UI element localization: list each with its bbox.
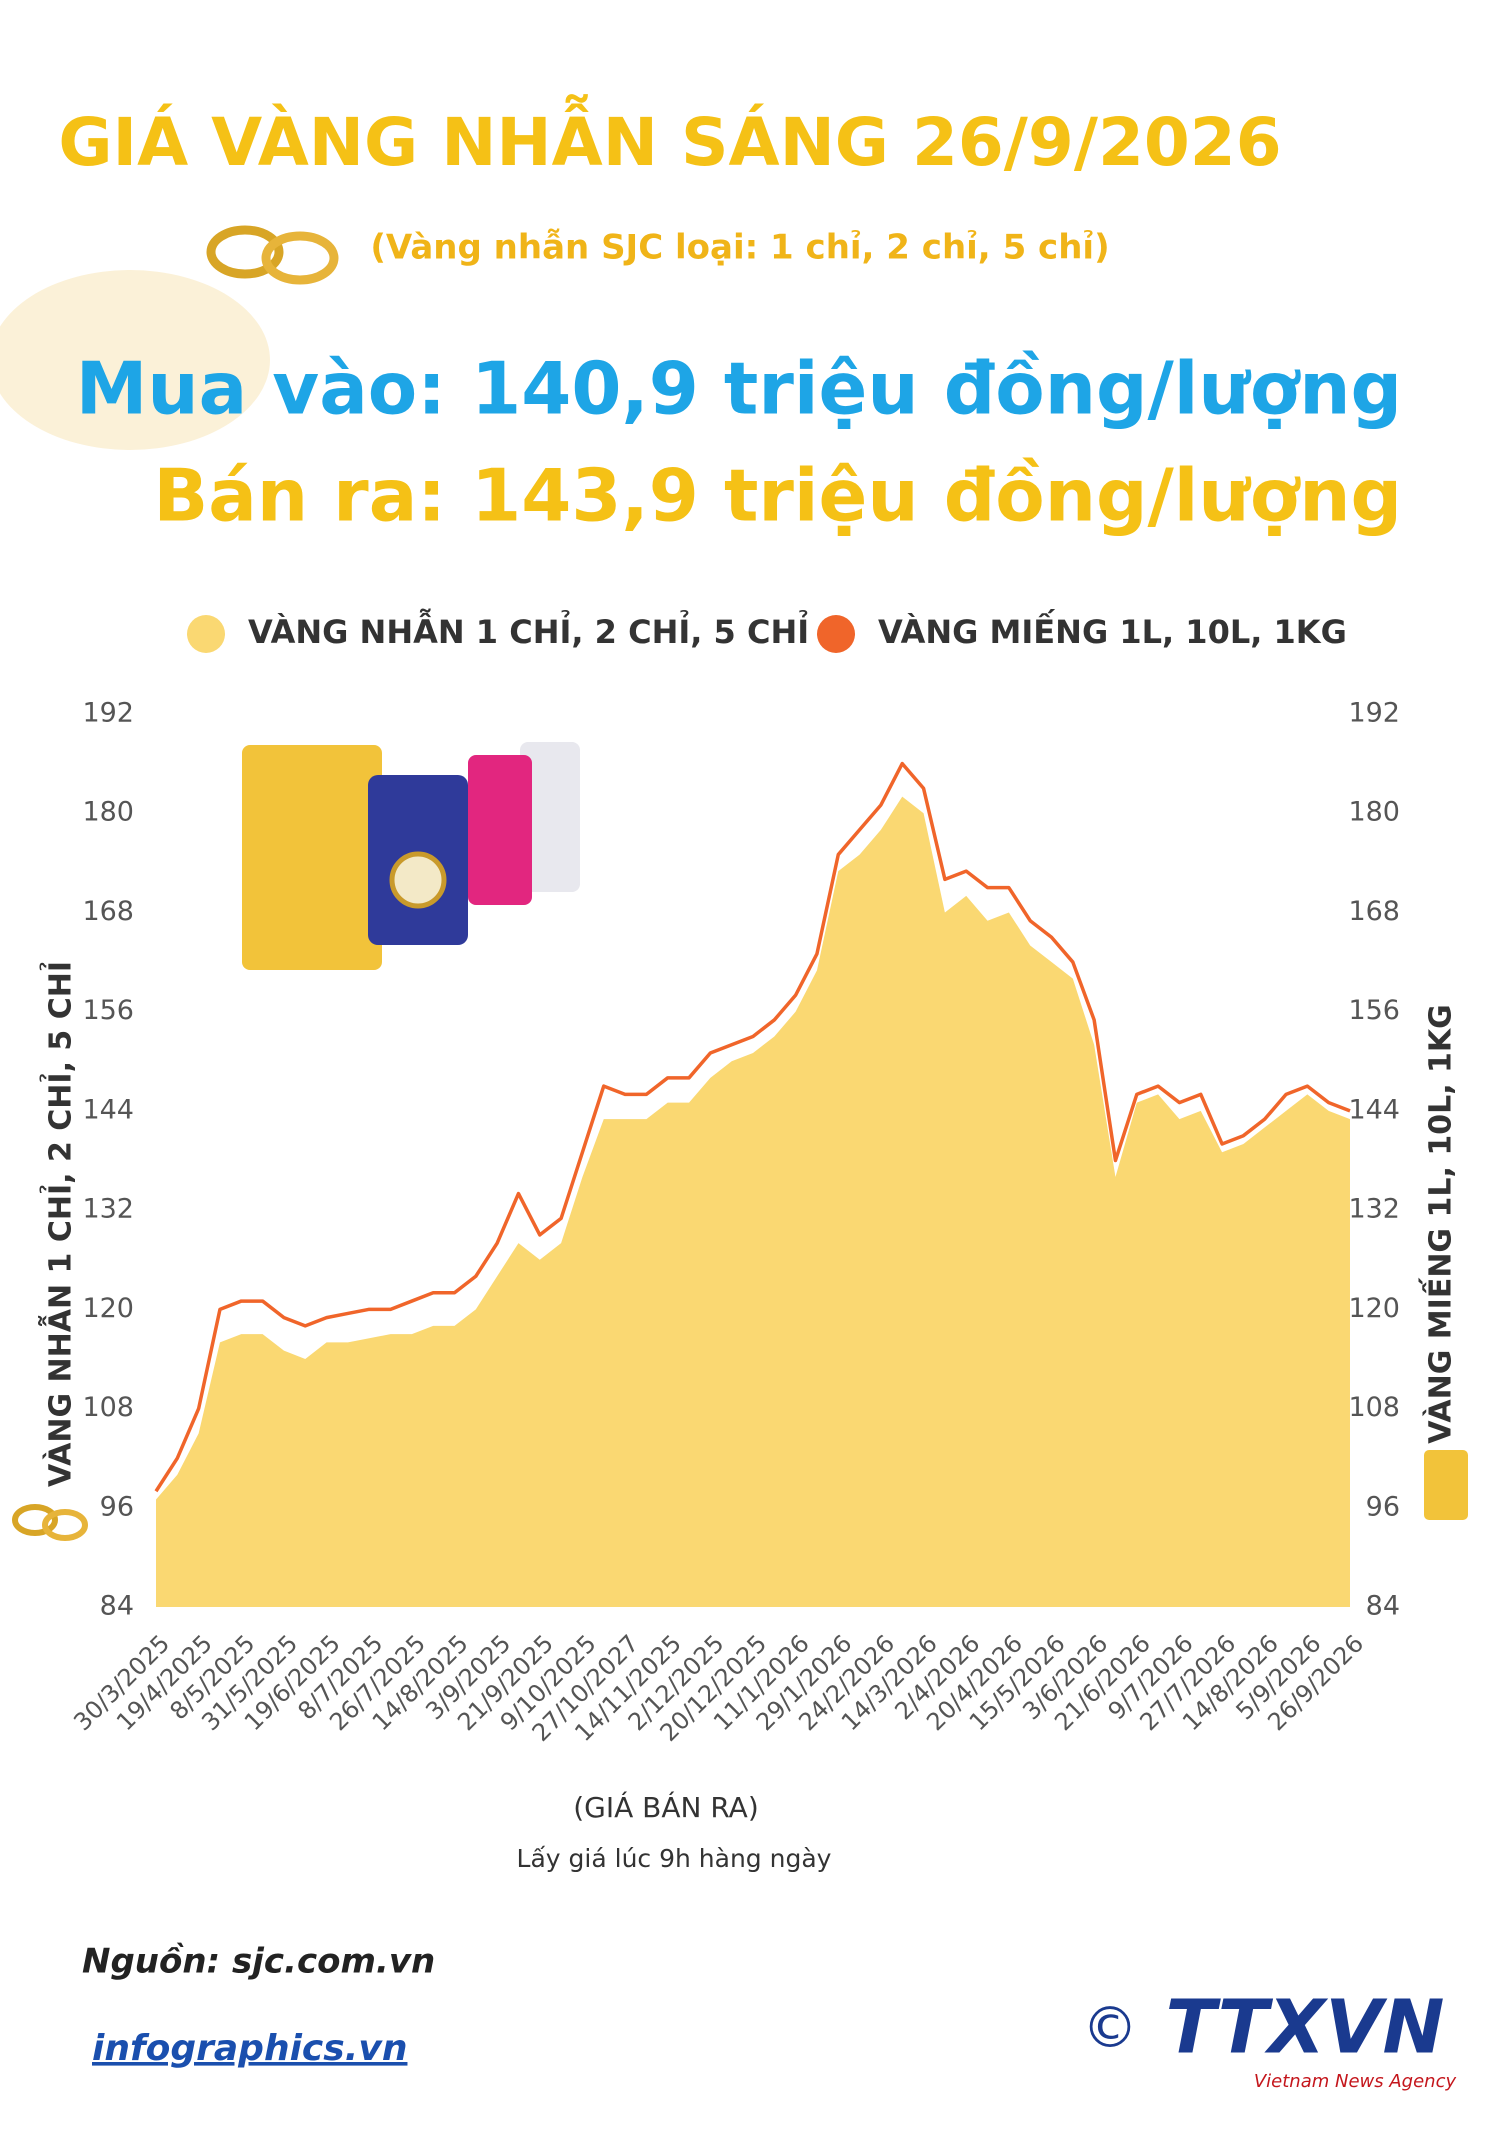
y-tick-label: 192: [82, 698, 134, 729]
x-axis-label: (GIÁ BÁN RA): [573, 1790, 759, 1824]
legend-marker: [187, 615, 225, 653]
y2-tick-label: 132: [1348, 1194, 1400, 1225]
ring-icon: [12, 1504, 88, 1541]
y2-tick-label: 120: [1348, 1293, 1400, 1324]
note: Lấy giá lúc 9h hàng ngày: [517, 1844, 832, 1873]
agency: Vietnam News Agency: [1254, 2071, 1457, 2092]
y-tick-label: 108: [82, 1392, 134, 1423]
y-tick-label: 180: [82, 797, 134, 828]
title: GIÁ VÀNG NHẪN SÁNG 26/9/2026: [58, 94, 1281, 181]
y2-tick-label: 168: [1348, 896, 1400, 927]
ring-icon: [206, 225, 339, 285]
sell-price: Bán ra: 143,9 triệu đồng/lượng: [153, 454, 1402, 538]
source: Nguồn: sjc.com.vn: [82, 1942, 435, 1982]
y-tick-label: 120: [82, 1293, 134, 1324]
gold-bars: [242, 742, 580, 970]
y-tick-label: 96: [100, 1491, 134, 1522]
y2-tick-label: 156: [1348, 995, 1400, 1026]
y2-tick-label: 180: [1348, 797, 1400, 828]
copyright: ©: [1082, 1996, 1138, 2061]
y2-tick-label: 96: [1366, 1491, 1400, 1522]
y-tick-label: 84: [100, 1591, 134, 1622]
bar-icon: [1424, 1450, 1468, 1520]
y2-tick-label: 144: [1348, 1094, 1400, 1125]
legend-label: VÀNG MIẾNG 1L, 10L, 1KG: [878, 609, 1347, 651]
logo: TTXVN: [1166, 1985, 1445, 2071]
y2-tick-label: 192: [1348, 698, 1400, 729]
y-tick-label: 168: [82, 896, 134, 927]
decor: [0, 270, 270, 450]
y2-axis-label: VÀNG MIẾNG 1L, 10L, 1KG: [1419, 1004, 1459, 1444]
y-axis-label: VÀNG NHẪN 1 CHỈ, 2 CHỈ, 5 CHỈ: [38, 961, 79, 1487]
legend-marker: [817, 615, 855, 653]
y-tick-label: 144: [82, 1094, 134, 1125]
y2-tick-label: 84: [1366, 1591, 1400, 1622]
y2-tick-label: 108: [1348, 1392, 1400, 1423]
area: [156, 796, 1350, 1607]
buy-price: Mua vào: 140,9 triệu đồng/lượng: [76, 347, 1402, 431]
website[interactable]: infographics.vn: [92, 2028, 407, 2069]
legend-label: VÀNG NHẪN 1 CHỈ, 2 CHỈ, 5 CHỈ: [248, 608, 809, 651]
subtitle: (Vàng nhẫn SJC loại: 1 chỉ, 2 chỉ, 5 chỉ…: [370, 228, 1109, 268]
y-tick-label: 156: [82, 995, 134, 1026]
y-tick-label: 132: [82, 1194, 134, 1225]
line: [154, 761, 1351, 1493]
